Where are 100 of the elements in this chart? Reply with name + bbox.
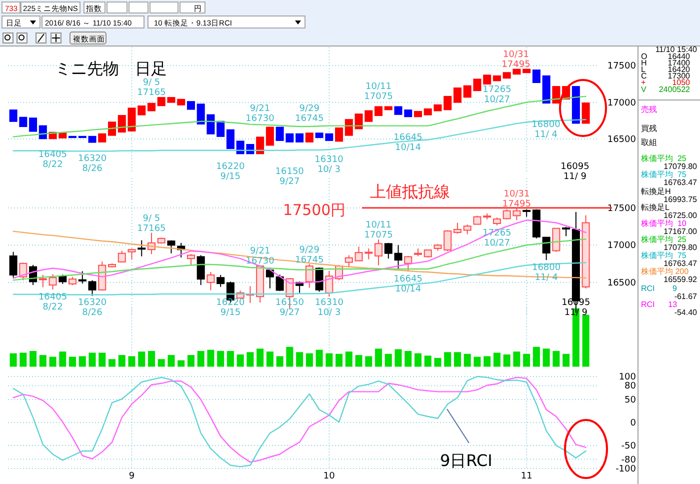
y-tick-label: -50	[621, 442, 636, 452]
bar	[454, 352, 461, 367]
candlestick	[552, 86, 560, 104]
bar	[542, 348, 550, 367]
text: 11/10 15:40	[655, 45, 698, 54]
annotation: 16150 9/27	[275, 167, 304, 187]
candlestick	[374, 106, 383, 116]
candlestick	[108, 122, 116, 136]
y-tick-label: 17500	[607, 62, 636, 72]
bar	[434, 358, 442, 367]
annotation: 上値抵抗線	[370, 182, 450, 201]
x-tick-label: 10	[323, 472, 336, 482]
text: 16993.75	[664, 195, 698, 204]
annotation: 16320 8/26	[78, 154, 107, 174]
y-tick-label: -80	[621, 455, 636, 466]
text: 転換足L	[641, 203, 670, 212]
candlestick	[305, 132, 314, 142]
text: 17079.80	[664, 243, 698, 252]
candlestick	[572, 86, 580, 124]
annotation: 10/11 17075	[364, 220, 393, 241]
ref-line-label: 17500円	[283, 200, 346, 219]
y-tick-label: 16500	[607, 134, 636, 145]
bar	[355, 355, 362, 367]
text: 17400	[668, 58, 691, 68]
candlestick	[177, 98, 186, 106]
bar	[493, 352, 500, 367]
bar	[118, 355, 126, 367]
annotation: 16405 8/22	[38, 150, 68, 170]
annotation: 9日RCI	[440, 451, 492, 470]
text: 株価平均 75	[640, 251, 687, 260]
candlestick	[444, 230, 452, 252]
bar	[345, 352, 352, 367]
candlestick	[552, 228, 560, 252]
candlestick	[128, 248, 136, 260]
y-tick-label: 0	[630, 418, 636, 428]
text: ミニ先物 日足	[55, 59, 167, 78]
candlestick	[147, 102, 156, 112]
candlestick	[453, 222, 462, 234]
bar	[236, 354, 244, 367]
bar	[266, 352, 274, 367]
candlestick	[88, 136, 96, 143]
bar	[226, 350, 234, 367]
candlestick	[216, 120, 225, 137]
candlestick	[335, 127, 344, 142]
text: 株価平均 25	[640, 235, 687, 244]
bar	[444, 352, 452, 367]
candlestick	[414, 110, 422, 118]
annotation: 16220 9/15	[216, 298, 246, 318]
text: H	[641, 58, 647, 68]
annotation: 9/21 16730	[246, 246, 275, 266]
candlestick	[492, 217, 501, 226]
annotation: 16220 9/15	[216, 162, 245, 182]
text: 買残	[641, 124, 657, 133]
bar	[158, 359, 165, 367]
text: -54.40	[674, 308, 698, 317]
bar	[78, 356, 86, 367]
bar	[276, 356, 284, 367]
text: 16763.47	[664, 259, 698, 268]
candlestick	[98, 133, 106, 142]
text: 株価平均 25	[640, 154, 687, 163]
annotation: 17265 10/27	[482, 85, 512, 105]
bar	[414, 353, 422, 367]
bar	[138, 352, 146, 367]
bar	[365, 356, 372, 367]
text: RCI 13	[641, 300, 678, 309]
candlestick	[522, 210, 531, 218]
text: 16420	[668, 65, 691, 74]
bar	[484, 356, 491, 367]
candlestick	[473, 215, 482, 225]
y-tick-label: -100	[616, 464, 636, 474]
text: 株価平均 200	[640, 267, 690, 276]
text: 17300	[668, 72, 691, 80]
candlestick	[186, 254, 195, 266]
text: +	[641, 78, 646, 87]
bar	[246, 352, 254, 367]
x-tick-label: 11	[520, 472, 532, 482]
bar	[88, 352, 96, 367]
text: 16559.92	[664, 275, 698, 284]
bar	[296, 352, 304, 367]
bar	[336, 354, 343, 367]
annotation: 16800 11/ 4	[532, 120, 561, 140]
text: 1050	[672, 78, 691, 87]
candlestick	[394, 244, 402, 270]
candlestick	[344, 119, 353, 136]
annotation: 16645 10/14	[394, 274, 422, 295]
annotation: 10/31 17495	[502, 189, 532, 210]
text: 売残	[641, 105, 657, 114]
annotation: 16310 10/ 3	[314, 298, 344, 318]
candlestick	[522, 68, 531, 74]
text: 株価平均 75	[640, 170, 687, 179]
bar	[98, 352, 106, 367]
candlestick	[226, 129, 234, 150]
annotation: 9/ 5 17165	[137, 214, 166, 234]
text: V	[641, 85, 647, 94]
bar	[217, 350, 224, 367]
bar	[326, 353, 333, 367]
candlestick	[266, 126, 274, 146]
bar	[532, 346, 540, 367]
bar	[513, 352, 520, 367]
text: 株価平均 10	[640, 219, 687, 228]
